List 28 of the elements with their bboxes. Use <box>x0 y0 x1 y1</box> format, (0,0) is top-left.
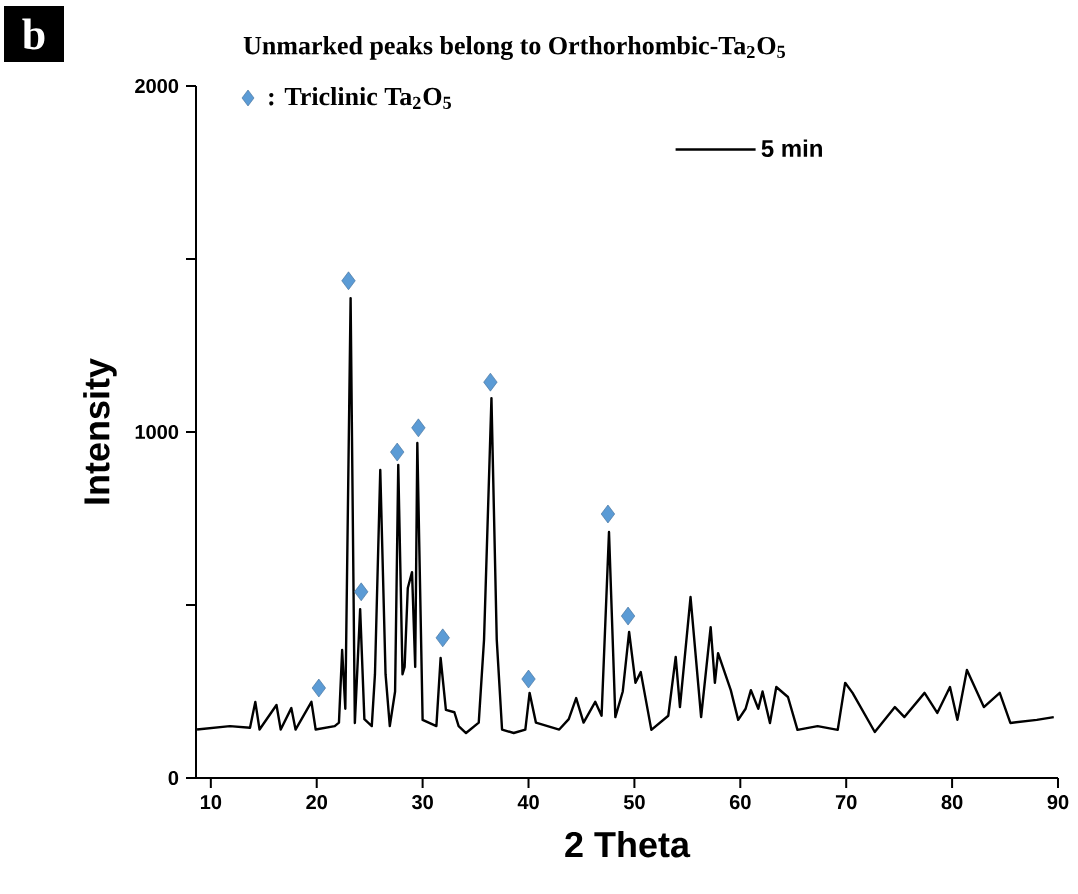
point <box>600 504 615 524</box>
point <box>311 678 326 698</box>
legend-label: 5 min <box>761 139 822 157</box>
point <box>621 606 636 626</box>
x-tick-label: 50 <box>623 795 645 810</box>
text: b <box>22 18 45 50</box>
point <box>483 372 498 392</box>
x-tick-label: 70 <box>835 795 857 810</box>
x-tick-label: 60 <box>729 795 751 810</box>
x-tick-label: 20 <box>306 795 328 810</box>
point <box>354 582 369 602</box>
x-tick-label: 90 <box>1047 795 1069 810</box>
point <box>435 628 450 648</box>
x-tick-label: 80 <box>941 795 963 810</box>
x-tick-label: 10 <box>200 795 222 810</box>
point <box>341 271 356 291</box>
x-axis-title: 2 Theta <box>565 830 691 858</box>
point <box>390 442 405 462</box>
x-tick-label: 30 <box>411 795 433 810</box>
y-tick-label: 1000 <box>135 424 179 440</box>
y-tick-label: 2000 <box>135 78 179 94</box>
x-tick-label: 40 <box>517 795 539 810</box>
point <box>521 669 536 689</box>
point <box>411 418 426 438</box>
y-axis-title: Intensity <box>83 358 117 504</box>
chart-title: Unmarked peaks belong to Orthorhombic-Ta$_{2}$O$_{5}$ <box>243 36 786 60</box>
legend-label: : Triclinic Ta$_{2}$O$_{5}$ <box>269 87 451 109</box>
y-tick-label: 0 <box>168 770 179 786</box>
